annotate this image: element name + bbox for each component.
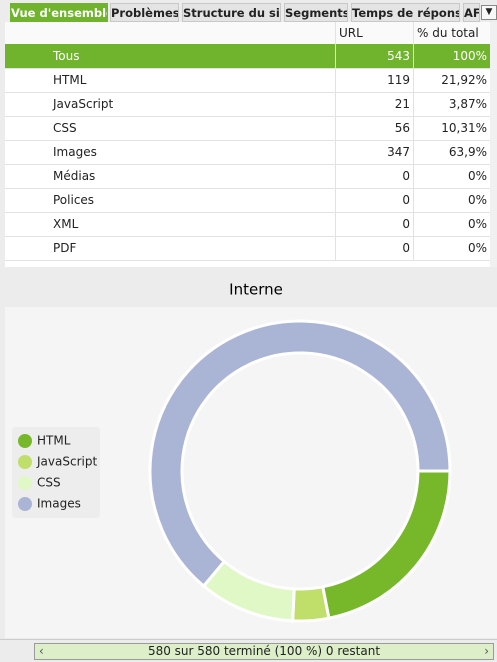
legend-swatch (18, 455, 32, 469)
progress-bar: ‹ 580 sur 580 terminé (100 %) 0 restant … (34, 643, 494, 660)
tab-menu-button[interactable]: ▼ (481, 5, 497, 20)
row-label: Tous (53, 49, 80, 63)
overview-table: URL% du total Tous 543 100% HTML 119 21,92% Jav… (5, 22, 490, 267)
row-label: Images (53, 145, 97, 159)
tab[interactable]: Temps de réponse (351, 3, 460, 22)
column-header[interactable]: URL (335, 22, 417, 44)
url-count: 543 (335, 44, 413, 68)
row-label: JavaScript (53, 97, 114, 111)
legend-swatch (18, 497, 32, 511)
scrollbar[interactable] (490, 22, 497, 267)
tab[interactable]: Structure du site (182, 3, 281, 22)
table-row[interactable]: CSS 56 10,31% (5, 116, 490, 141)
table-header: URL% du total (5, 22, 490, 45)
percent: 0% (413, 212, 490, 236)
row-label: XML (53, 217, 79, 231)
legend-box (12, 427, 100, 518)
url-count: 0 (335, 236, 413, 260)
row-label: Médias (53, 169, 96, 183)
url-count: 119 (335, 68, 413, 92)
chart: Interne HTML JavaScript CSS Images (12, 281, 452, 623)
percent: 21,92% (413, 68, 490, 92)
tab[interactable]: Problèmes (110, 3, 179, 22)
table-row[interactable]: HTML 119 21,92% (5, 68, 490, 93)
row-label: PDF (53, 241, 77, 255)
tab[interactable]: Segments (284, 3, 348, 22)
status-area: ‹ 580 sur 580 terminé (100 %) 0 restant … (0, 639, 497, 662)
tab[interactable]: AF (463, 3, 480, 22)
row-label: HTML (53, 73, 87, 87)
legend-swatch (18, 476, 32, 490)
percent: 0% (413, 236, 490, 260)
table-row[interactable]: Images 347 63,9% (5, 140, 490, 165)
row-label: Polices (53, 193, 95, 207)
scroll-left[interactable]: ‹ (39, 644, 44, 658)
url-count: 0 (335, 164, 413, 188)
row-label: CSS (53, 121, 77, 135)
status-text: 580 sur 580 terminé (100 %) 0 restant (147, 644, 381, 658)
donut-slice (291, 585, 331, 623)
table-row[interactable]: Médias 0 0% (5, 164, 490, 189)
chart-title: Interne (229, 281, 283, 299)
url-count: 347 (335, 140, 413, 164)
percent: 10,31% (413, 116, 490, 140)
percent: 0% (413, 164, 490, 188)
table-row[interactable]: PDF 0 0% (5, 236, 490, 261)
table-row[interactable]: JavaScript 21 3,87% (5, 92, 490, 117)
legend-label: CSS (37, 476, 61, 490)
legend-label: Images (37, 497, 81, 511)
scroll-right[interactable]: › (484, 644, 489, 658)
table-row[interactable]: XML 0 0% (5, 212, 490, 237)
legend-label: JavaScript (36, 455, 97, 469)
url-count: 0 (335, 188, 413, 212)
donut-slice (148, 319, 452, 589)
table-row[interactable]: Polices 0 0% (5, 188, 490, 213)
percent: 100% (413, 44, 490, 68)
donut-slice (320, 469, 452, 620)
percent: 0% (413, 188, 490, 212)
percent: 3,87% (413, 92, 490, 116)
legend-swatch (18, 434, 32, 448)
column-header[interactable]: % du total (413, 22, 490, 44)
percent: 63,9% (413, 140, 490, 164)
url-count: 0 (335, 212, 413, 236)
tab[interactable]: Vue d'ensemble (10, 3, 108, 22)
url-count: 56 (335, 116, 413, 140)
url-count: 21 (335, 92, 413, 116)
legend-label: HTML (37, 434, 71, 448)
table-row[interactable]: Tous 543 100% (5, 44, 490, 69)
